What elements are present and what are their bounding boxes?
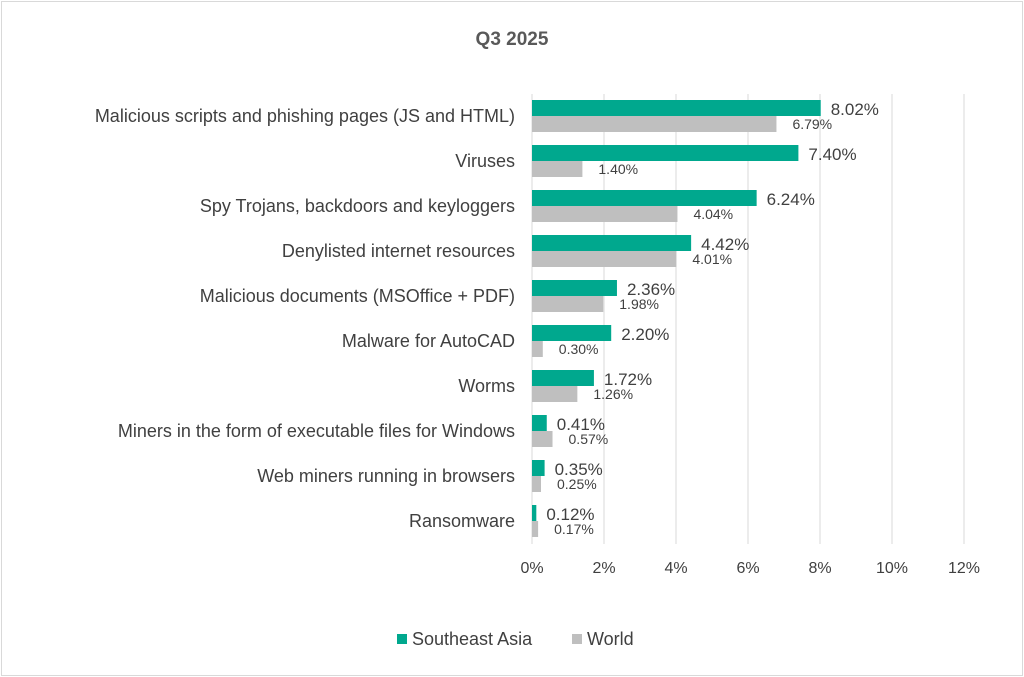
data-label-world: 0.57%: [569, 431, 609, 447]
data-label-southeast-asia: 0.41%: [557, 415, 605, 434]
category-label: Denylisted internet resources: [282, 241, 515, 261]
category-label: Ransomware: [409, 511, 515, 531]
data-label-world: 1.40%: [598, 161, 638, 177]
bar-world: [532, 251, 677, 267]
category-label: Web miners running in browsers: [257, 466, 515, 486]
x-tick-label: 12%: [948, 560, 980, 577]
bar-southeast-asia: [532, 280, 617, 296]
data-label-world: 0.17%: [554, 521, 594, 537]
bar-southeast-asia: [532, 100, 821, 116]
bar-southeast-asia: [532, 370, 594, 386]
bar-world: [532, 521, 539, 537]
category-label: Malware for AutoCAD: [342, 331, 515, 351]
data-label-world: 4.01%: [692, 251, 732, 267]
legend-swatch: [397, 634, 407, 644]
bar-world: [532, 431, 553, 447]
data-label-southeast-asia: 8.02%: [831, 100, 879, 119]
data-label-southeast-asia: 2.36%: [627, 280, 675, 299]
grid-layer: [531, 94, 965, 544]
x-tick-label: 4%: [664, 560, 687, 577]
category-label: Malicious documents (MSOffice + PDF): [200, 286, 515, 306]
data-label-world: 0.30%: [559, 341, 599, 357]
x-tick-label: 10%: [876, 560, 908, 577]
data-label-world: 6.79%: [792, 116, 832, 132]
category-label: Spy Trojans, backdoors and keyloggers: [200, 196, 515, 216]
data-label-world: 4.04%: [693, 206, 733, 222]
legend: Southeast Asia World: [397, 629, 634, 649]
bar-world: [532, 386, 578, 402]
legend-label: World: [587, 629, 634, 649]
category-label: Worms: [458, 376, 515, 396]
bar-southeast-asia: [532, 235, 692, 251]
bar-southeast-asia: [532, 505, 537, 521]
data-label-southeast-asia: 2.20%: [621, 325, 669, 344]
bar-world: [532, 296, 604, 312]
data-label-southeast-asia: 4.42%: [701, 235, 749, 254]
data-label-world: 0.25%: [557, 476, 597, 492]
bar-world: [532, 341, 543, 357]
data-label-southeast-asia: 6.24%: [767, 190, 815, 209]
data-label-southeast-asia: 0.12%: [546, 505, 594, 524]
bar-world: [532, 206, 678, 222]
category-label: Viruses: [455, 151, 515, 171]
labels-layer: 0% 2% 4% 6% 8% 10% 12% Malicious scripts and ph…: [95, 100, 980, 577]
x-tick-label: 0%: [520, 560, 543, 577]
bar-world: [532, 476, 541, 492]
bars-layer: [532, 100, 821, 537]
bar-southeast-asia: [532, 145, 799, 161]
chart-title: Q3 2025: [476, 29, 549, 50]
bar-world: [532, 116, 777, 132]
data-label-world: 1.98%: [619, 296, 659, 312]
bar-southeast-asia: [532, 415, 547, 431]
x-tick-label: 6%: [736, 560, 759, 577]
category-label: Malicious scripts and phishing pages (JS…: [95, 106, 515, 126]
legend-label: Southeast Asia: [412, 629, 533, 649]
data-label-southeast-asia: 1.72%: [604, 370, 652, 389]
bar-southeast-asia: [532, 325, 612, 341]
data-label-southeast-asia: 0.35%: [555, 460, 603, 479]
category-label: Miners in the form of executable files f…: [118, 421, 515, 441]
bar-southeast-asia: [532, 460, 545, 476]
data-label-southeast-asia: 7.40%: [808, 145, 856, 164]
legend-swatch: [572, 634, 582, 644]
x-tick-label: 8%: [808, 560, 831, 577]
data-label-world: 1.26%: [593, 386, 633, 402]
bar-southeast-asia: [532, 190, 757, 206]
bar-world: [532, 161, 583, 177]
x-tick-label: 2%: [592, 560, 615, 577]
